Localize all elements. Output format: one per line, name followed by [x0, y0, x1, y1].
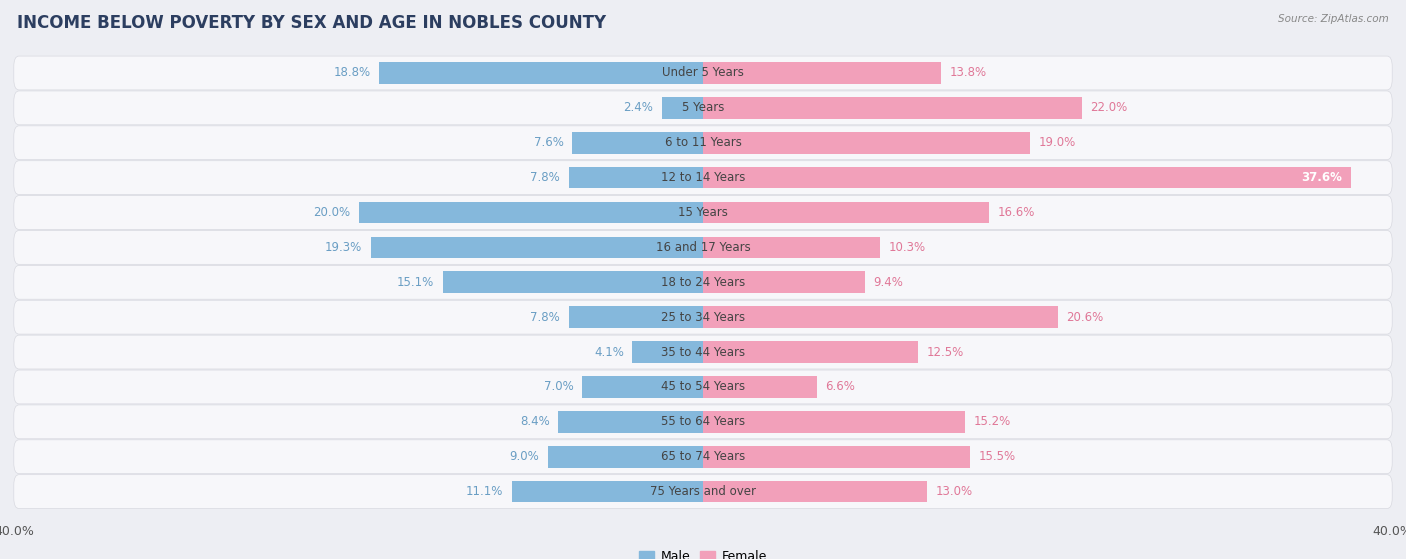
Text: 6 to 11 Years: 6 to 11 Years	[665, 136, 741, 149]
Text: 16 and 17 Years: 16 and 17 Years	[655, 241, 751, 254]
Bar	[703, 306, 1057, 328]
Text: 16.6%: 16.6%	[997, 206, 1035, 219]
Bar	[703, 202, 988, 224]
FancyBboxPatch shape	[14, 196, 1392, 229]
Text: 19.0%: 19.0%	[1039, 136, 1076, 149]
FancyBboxPatch shape	[14, 335, 1392, 369]
Text: 12.5%: 12.5%	[927, 345, 965, 358]
Bar	[703, 132, 1031, 154]
Bar	[703, 341, 918, 363]
Text: 18.8%: 18.8%	[333, 67, 371, 79]
Bar	[703, 411, 965, 433]
Text: 6.6%: 6.6%	[825, 381, 855, 394]
Bar	[703, 272, 865, 293]
Bar	[548, 446, 703, 467]
Bar	[582, 376, 703, 398]
Bar	[703, 97, 1083, 119]
Legend: Male, Female: Male, Female	[634, 546, 772, 559]
Text: 25 to 34 Years: 25 to 34 Years	[661, 311, 745, 324]
Text: 22.0%: 22.0%	[1091, 101, 1128, 115]
Bar	[558, 411, 703, 433]
Bar	[512, 481, 703, 503]
Bar	[703, 481, 927, 503]
Text: 20.0%: 20.0%	[312, 206, 350, 219]
Text: 75 Years and over: 75 Years and over	[650, 485, 756, 498]
Bar	[443, 272, 703, 293]
Text: 13.8%: 13.8%	[949, 67, 987, 79]
Text: 4.1%: 4.1%	[593, 345, 624, 358]
Text: 7.8%: 7.8%	[530, 311, 560, 324]
Text: 12 to 14 Years: 12 to 14 Years	[661, 171, 745, 184]
Text: 5 Years: 5 Years	[682, 101, 724, 115]
Text: 9.0%: 9.0%	[509, 450, 540, 463]
Text: 55 to 64 Years: 55 to 64 Years	[661, 415, 745, 428]
Bar	[633, 341, 703, 363]
FancyBboxPatch shape	[14, 161, 1392, 195]
Bar	[703, 376, 817, 398]
Text: 9.4%: 9.4%	[873, 276, 904, 289]
Bar	[703, 236, 880, 258]
FancyBboxPatch shape	[14, 126, 1392, 160]
FancyBboxPatch shape	[14, 405, 1392, 439]
FancyBboxPatch shape	[14, 370, 1392, 404]
Text: 13.0%: 13.0%	[935, 485, 973, 498]
FancyBboxPatch shape	[14, 475, 1392, 509]
Text: 37.6%: 37.6%	[1301, 171, 1341, 184]
Text: 65 to 74 Years: 65 to 74 Years	[661, 450, 745, 463]
Bar	[359, 202, 703, 224]
Text: 15.1%: 15.1%	[396, 276, 434, 289]
Text: Source: ZipAtlas.com: Source: ZipAtlas.com	[1278, 14, 1389, 24]
Text: 19.3%: 19.3%	[325, 241, 361, 254]
Text: Under 5 Years: Under 5 Years	[662, 67, 744, 79]
Text: 15.2%: 15.2%	[973, 415, 1011, 428]
Bar	[572, 132, 703, 154]
Text: 7.8%: 7.8%	[530, 171, 560, 184]
FancyBboxPatch shape	[14, 440, 1392, 473]
Bar	[662, 97, 703, 119]
Bar	[568, 306, 703, 328]
Text: 45 to 54 Years: 45 to 54 Years	[661, 381, 745, 394]
Bar	[703, 446, 970, 467]
Bar	[568, 167, 703, 188]
Text: 15.5%: 15.5%	[979, 450, 1015, 463]
FancyBboxPatch shape	[14, 300, 1392, 334]
FancyBboxPatch shape	[14, 266, 1392, 299]
Text: 7.6%: 7.6%	[534, 136, 564, 149]
Bar	[703, 62, 941, 84]
FancyBboxPatch shape	[14, 91, 1392, 125]
Bar	[703, 167, 1351, 188]
Text: 35 to 44 Years: 35 to 44 Years	[661, 345, 745, 358]
Text: INCOME BELOW POVERTY BY SEX AND AGE IN NOBLES COUNTY: INCOME BELOW POVERTY BY SEX AND AGE IN N…	[17, 14, 606, 32]
Text: 18 to 24 Years: 18 to 24 Years	[661, 276, 745, 289]
FancyBboxPatch shape	[14, 230, 1392, 264]
Bar	[380, 62, 703, 84]
FancyBboxPatch shape	[14, 56, 1392, 90]
Text: 8.4%: 8.4%	[520, 415, 550, 428]
Text: 15 Years: 15 Years	[678, 206, 728, 219]
Text: 7.0%: 7.0%	[544, 381, 574, 394]
Bar	[371, 236, 703, 258]
Text: 11.1%: 11.1%	[465, 485, 503, 498]
Text: 20.6%: 20.6%	[1066, 311, 1104, 324]
Text: 2.4%: 2.4%	[623, 101, 652, 115]
Text: 10.3%: 10.3%	[889, 241, 927, 254]
